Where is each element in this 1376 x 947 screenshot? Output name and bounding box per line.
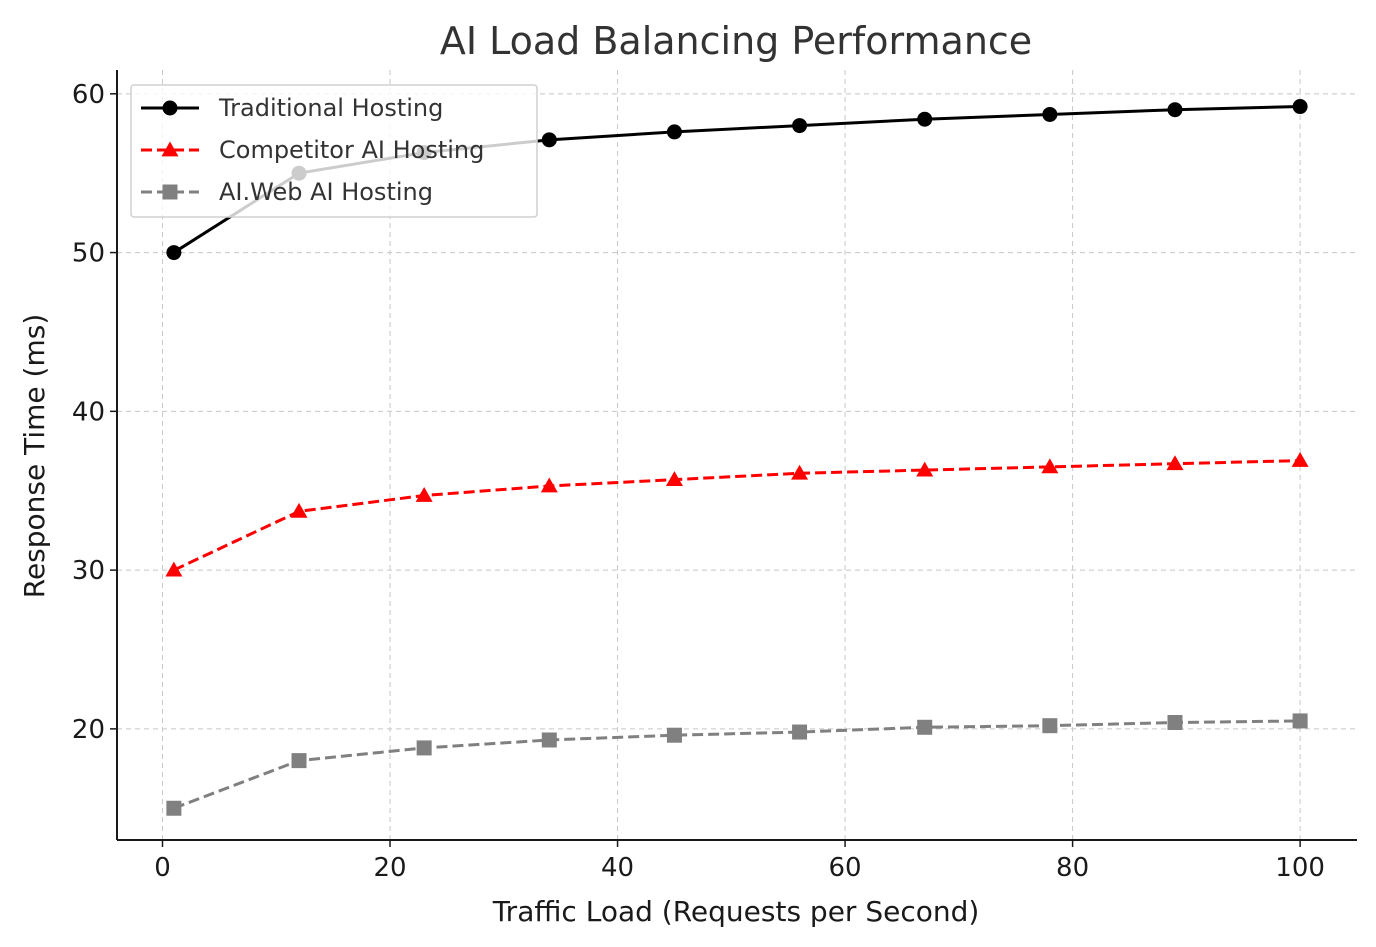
data-point xyxy=(541,132,557,148)
x-axis-label: Traffic Load (Requests per Second) xyxy=(492,895,980,928)
legend-marker xyxy=(162,100,178,116)
data-point xyxy=(416,740,432,756)
x-tick-label: 40 xyxy=(601,853,634,883)
data-point xyxy=(917,111,933,127)
data-point xyxy=(1167,102,1183,118)
series-line xyxy=(173,459,1301,572)
legend-label: AI.Web AI Hosting xyxy=(219,178,433,206)
legend-item-traditional-hosting: Traditional Hosting xyxy=(141,94,443,122)
data-point xyxy=(916,461,934,477)
chart-title: AI Load Balancing Performance xyxy=(440,19,1032,63)
x-tick-label: 100 xyxy=(1275,853,1325,883)
y-axis-label: Response Time (ms) xyxy=(18,314,51,599)
y-tick-label: 60 xyxy=(72,80,105,110)
data-point xyxy=(540,477,558,493)
data-point xyxy=(791,464,809,480)
x-tick-label: 20 xyxy=(373,853,406,883)
data-point xyxy=(166,245,182,261)
data-point xyxy=(792,118,808,134)
data-point xyxy=(917,719,933,735)
series-ai-web-ai-hosting xyxy=(166,713,1308,816)
legend-marker xyxy=(161,141,179,157)
series-competitor-ai-hosting xyxy=(165,452,1309,577)
data-point xyxy=(415,486,433,502)
data-point xyxy=(666,124,682,140)
data-point xyxy=(1291,452,1309,467)
data-point xyxy=(1042,106,1058,122)
data-point xyxy=(1292,99,1308,115)
legend-label: Competitor AI Hosting xyxy=(219,136,484,164)
y-tick-label: 50 xyxy=(72,239,105,269)
data-point xyxy=(1167,715,1183,731)
data-point xyxy=(666,727,682,743)
axes xyxy=(116,70,1357,841)
y-tick-label: 40 xyxy=(72,397,105,427)
tick-labels: 0 20 40 60 80 100 20 30 40 50 60 xyxy=(72,80,1325,883)
legend-item-ai-web-ai-hosting: AI.Web AI Hosting xyxy=(141,178,433,206)
legend: Traditional Hosting Competitor AI Hosting… xyxy=(130,84,538,218)
data-point xyxy=(1292,713,1308,729)
data-point xyxy=(541,732,557,748)
data-point xyxy=(166,800,182,816)
legend-marker xyxy=(162,184,178,200)
x-tick-label: 80 xyxy=(1056,853,1089,883)
data-point xyxy=(1041,458,1059,474)
legend-label: Traditional Hosting xyxy=(218,94,443,122)
legend-box xyxy=(130,84,538,218)
legend-item-competitor-ai-hosting: Competitor AI Hosting xyxy=(141,136,484,164)
y-tick-label: 20 xyxy=(72,715,105,745)
y-tick-label: 30 xyxy=(72,556,105,586)
data-point xyxy=(792,724,808,740)
data-point xyxy=(290,502,308,518)
data-point xyxy=(1042,718,1058,734)
data-point xyxy=(665,471,683,486)
data-point xyxy=(1166,455,1184,471)
x-tick-label: 60 xyxy=(829,853,862,883)
x-tick-label: 0 xyxy=(154,853,171,883)
data-point xyxy=(165,561,183,577)
data-point xyxy=(291,753,307,769)
series-line xyxy=(173,719,1301,810)
